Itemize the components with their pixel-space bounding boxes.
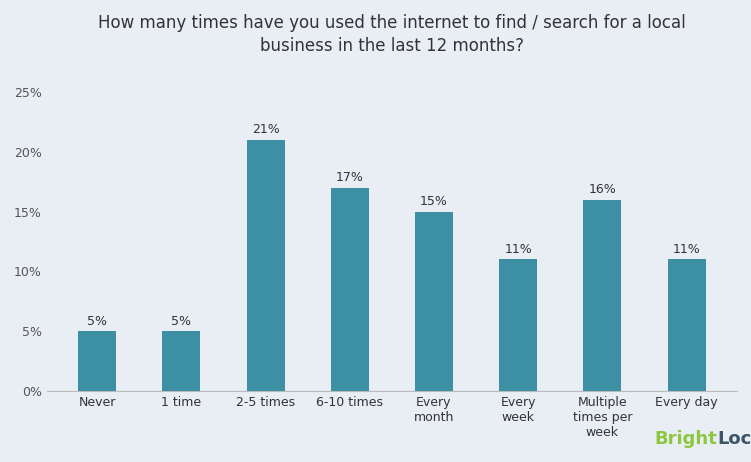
Bar xyxy=(499,260,537,391)
Bar xyxy=(246,140,285,391)
Text: 16%: 16% xyxy=(589,183,617,196)
Bar xyxy=(331,188,369,391)
Bar xyxy=(584,200,621,391)
Text: 5%: 5% xyxy=(171,315,192,328)
Bar xyxy=(78,331,116,391)
Text: 21%: 21% xyxy=(252,123,279,136)
Bar xyxy=(162,331,201,391)
Bar xyxy=(668,260,705,391)
Text: 15%: 15% xyxy=(420,195,448,208)
Title: How many times have you used the internet to find / search for a local
business : How many times have you used the interne… xyxy=(98,14,686,55)
Text: 5%: 5% xyxy=(87,315,107,328)
Text: 17%: 17% xyxy=(336,171,363,184)
Text: Bright: Bright xyxy=(654,430,717,448)
Text: 11%: 11% xyxy=(505,243,532,256)
Text: Local: Local xyxy=(717,430,751,448)
Bar xyxy=(415,212,453,391)
Text: 11%: 11% xyxy=(673,243,701,256)
